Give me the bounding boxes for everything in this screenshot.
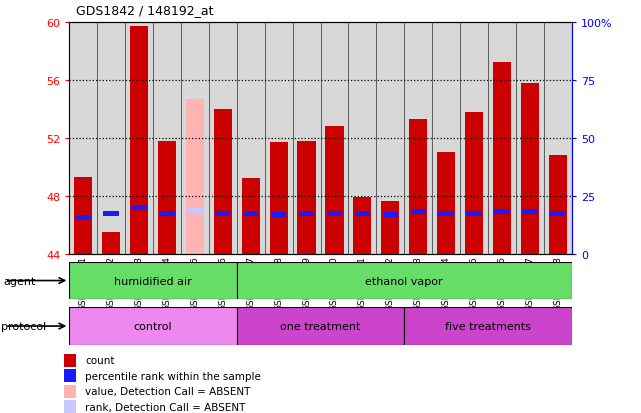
Bar	[69, 23, 97, 254]
Bar	[209, 23, 237, 254]
Bar	[131, 205, 147, 210]
Bar	[299, 211, 314, 216]
Bar	[64, 400, 76, 413]
Bar	[237, 23, 265, 254]
Bar	[521, 83, 539, 254]
Bar	[432, 23, 460, 254]
Text: humidified air: humidified air	[114, 276, 192, 286]
Bar	[550, 211, 565, 216]
Text: agent: agent	[3, 276, 36, 286]
Bar	[292, 23, 320, 254]
Bar	[64, 354, 76, 367]
Bar	[69, 262, 237, 299]
Bar	[404, 308, 572, 345]
Text: five treatments: five treatments	[445, 321, 531, 331]
Text: control: control	[134, 321, 172, 331]
Bar	[103, 211, 119, 216]
Bar	[353, 198, 371, 254]
Bar	[242, 179, 260, 254]
Bar	[381, 202, 399, 254]
Text: rank, Detection Call = ABSENT: rank, Detection Call = ABSENT	[85, 401, 246, 412]
Bar	[237, 308, 404, 345]
Bar	[494, 209, 510, 215]
Bar	[270, 143, 288, 254]
Bar	[488, 23, 516, 254]
Text: ethanol vapor: ethanol vapor	[365, 276, 443, 286]
Text: GDS1842 / 148192_at: GDS1842 / 148192_at	[76, 4, 213, 17]
Bar	[438, 211, 454, 216]
Bar	[237, 262, 572, 299]
Bar	[158, 141, 176, 254]
Bar	[349, 23, 376, 254]
Bar	[64, 385, 76, 398]
Bar	[327, 211, 342, 216]
Bar	[265, 23, 292, 254]
Bar	[326, 127, 344, 254]
Bar	[181, 23, 209, 254]
Bar	[549, 156, 567, 254]
Bar	[383, 212, 398, 218]
Bar	[187, 208, 203, 213]
Bar	[409, 120, 428, 254]
Bar	[354, 211, 370, 216]
Bar	[153, 23, 181, 254]
Bar	[460, 23, 488, 254]
Bar	[64, 370, 76, 382]
Bar	[404, 23, 432, 254]
Bar	[544, 23, 572, 254]
Bar	[125, 23, 153, 254]
Text: value, Detection Call = ABSENT: value, Detection Call = ABSENT	[85, 386, 251, 396]
Text: one treatment: one treatment	[280, 321, 361, 331]
Bar	[213, 109, 232, 254]
Bar	[376, 23, 404, 254]
Bar	[465, 112, 483, 254]
Bar	[516, 23, 544, 254]
Bar	[74, 178, 92, 254]
Bar	[467, 211, 482, 216]
Bar	[69, 308, 237, 345]
Bar	[97, 23, 125, 254]
Bar	[410, 209, 426, 215]
Bar	[320, 23, 349, 254]
Bar	[130, 27, 148, 254]
Bar	[159, 211, 174, 216]
Text: protocol: protocol	[1, 321, 47, 331]
Bar	[243, 211, 258, 216]
Text: count: count	[85, 356, 115, 366]
Bar	[186, 99, 204, 254]
Bar	[522, 209, 538, 215]
Bar	[76, 215, 91, 221]
Text: percentile rank within the sample: percentile rank within the sample	[85, 371, 261, 381]
Bar	[437, 153, 455, 254]
Bar	[297, 141, 315, 254]
Bar	[493, 63, 511, 254]
Bar	[271, 212, 287, 218]
Bar	[215, 212, 231, 217]
Bar	[102, 232, 120, 254]
